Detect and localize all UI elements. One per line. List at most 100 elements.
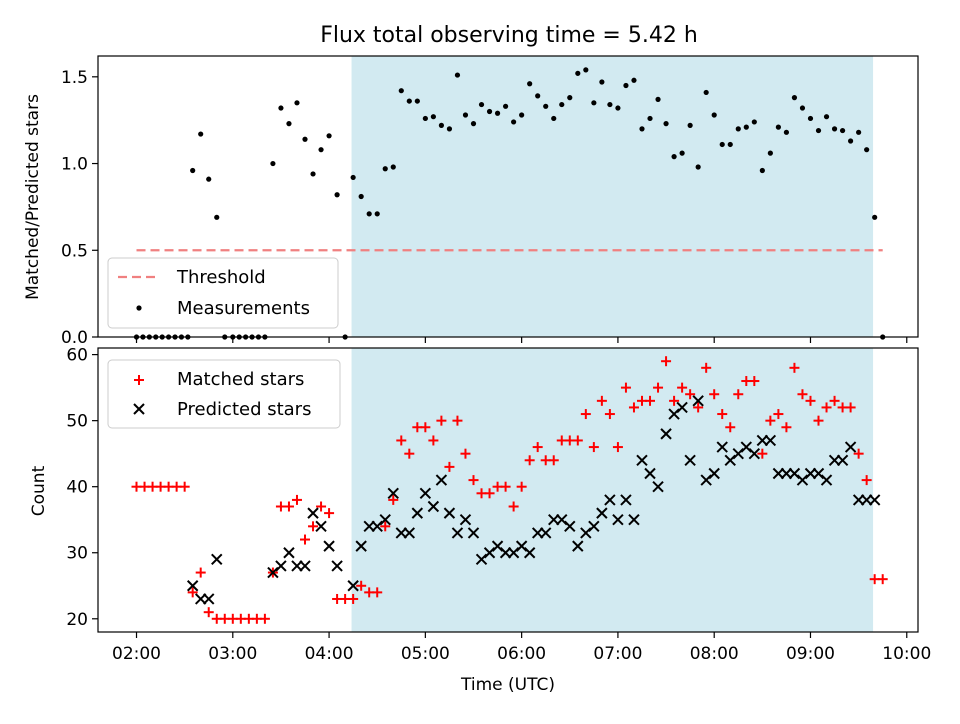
matched-star-point (372, 587, 383, 598)
top-plot-frame (97, 55, 919, 338)
xtick-label: 04:00 (305, 644, 354, 664)
predicted-star-point (836, 454, 849, 466)
bottom-ytick-label: 50 (66, 412, 88, 432)
measurement-point (791, 95, 798, 101)
matched-star-point (805, 395, 816, 406)
measurement-point (551, 115, 557, 122)
matched-star-point (653, 382, 664, 393)
matched-star-point (669, 395, 680, 406)
measurement-point (671, 154, 677, 160)
xtick-label: 09:00 (786, 644, 835, 664)
matched-star-point (348, 593, 359, 604)
measurement-point (486, 108, 493, 115)
legend-matched-swatch (134, 375, 144, 385)
measurement-point (703, 89, 709, 96)
predicted-star-point (588, 520, 600, 533)
matched-star-point (789, 362, 800, 373)
predicted-star-point (211, 553, 223, 566)
measurement-point (767, 150, 773, 156)
measurement-point (615, 105, 621, 111)
matched-star-point (300, 534, 311, 545)
matched-star-point (677, 382, 688, 393)
matched-star-point (604, 409, 615, 420)
measurement-point (270, 160, 276, 167)
predicted-star-point (435, 474, 448, 486)
measurement-point (494, 110, 501, 116)
predicted-star-point (540, 527, 552, 539)
matched-star-point (620, 382, 631, 393)
measurement-point (470, 121, 477, 127)
measurement-point (358, 193, 364, 200)
matched-star-point (516, 481, 527, 492)
predicted-star-point (748, 447, 761, 460)
xtick-label: 08:00 (690, 644, 739, 664)
measurement-point (864, 147, 870, 153)
matched-star-point (781, 422, 792, 433)
matched-star-point (845, 402, 856, 413)
bottom-ytick-label: 40 (66, 478, 88, 498)
measurement-point (438, 122, 445, 128)
measurement-point (591, 100, 597, 106)
legend-measurements-swatch (136, 305, 142, 311)
measurement-point (350, 174, 356, 181)
predicted-star-point (379, 514, 391, 526)
bottom-y-axis-label: Count (29, 465, 49, 516)
measurement-point (719, 141, 725, 148)
measurement-point (815, 127, 822, 134)
matched-star-point (316, 501, 327, 512)
measurement-point (406, 98, 412, 104)
matched-star-point (548, 455, 559, 466)
measurement-point (430, 114, 436, 120)
predicted-star-point (427, 500, 440, 513)
measurement-point (334, 192, 340, 198)
measurement-point (663, 121, 669, 127)
legend-matched-label: Matched stars (177, 369, 304, 390)
xtick-label: 06:00 (497, 644, 546, 664)
predicted-star-point (620, 494, 632, 506)
measurement-point (374, 211, 380, 217)
xtick-label: 07:00 (593, 644, 642, 664)
top-legend: Threshold Measurements (107, 257, 339, 329)
matched-star-point (877, 574, 888, 585)
predicted-star-point (708, 467, 720, 480)
matched-star-point (693, 402, 704, 413)
matched-star-point (420, 422, 431, 433)
matched-star-point (291, 494, 302, 505)
matched-star-point (444, 461, 455, 472)
measurement-point (286, 121, 292, 127)
matched-star-point (283, 501, 294, 512)
matched-star-point (861, 475, 872, 486)
predicted-star-point (186, 580, 199, 592)
legend-predicted-label: Predicted stars (177, 399, 311, 420)
measurement-point (799, 105, 806, 111)
measurement-point (294, 100, 300, 106)
matched-star-point (717, 409, 728, 420)
bottom-panel: 20 30 40 50 60 02:00 03:00 04:00 05:00 06:00 07:0… (29, 346, 931, 695)
measurement-point (607, 101, 613, 108)
top-panel: 0.0 0.5 1.0 1.5 Matched/Predicted stars Thr… (23, 55, 919, 348)
top-ytick-label: 1.5 (61, 68, 88, 88)
predicted-star-point (612, 514, 624, 526)
predicted-star-point (684, 454, 696, 466)
measurement-point (807, 115, 814, 122)
predicted-star-point (507, 547, 520, 559)
matched-star-point (187, 587, 198, 598)
predicted-star-point (660, 428, 672, 440)
predicted-star-point (716, 441, 728, 453)
matched-star-point (452, 415, 463, 426)
matched-star-point (645, 395, 656, 406)
predicted-star-point (419, 487, 432, 500)
xtick-label: 05:00 (401, 644, 450, 664)
matched-star-point (725, 422, 736, 433)
measurement-point (462, 112, 469, 118)
measurement-point (310, 171, 316, 177)
measurement-point (390, 164, 396, 170)
matched-star-point (380, 521, 391, 532)
predicted-star-point (299, 560, 311, 572)
bottom-legend: Matched stars Predicted stars (107, 359, 341, 429)
measurement-point (214, 214, 220, 220)
matched-star-point (388, 494, 399, 505)
predicted-star-point (652, 480, 664, 493)
measurement-point (206, 176, 212, 182)
measurement-point (198, 131, 204, 137)
